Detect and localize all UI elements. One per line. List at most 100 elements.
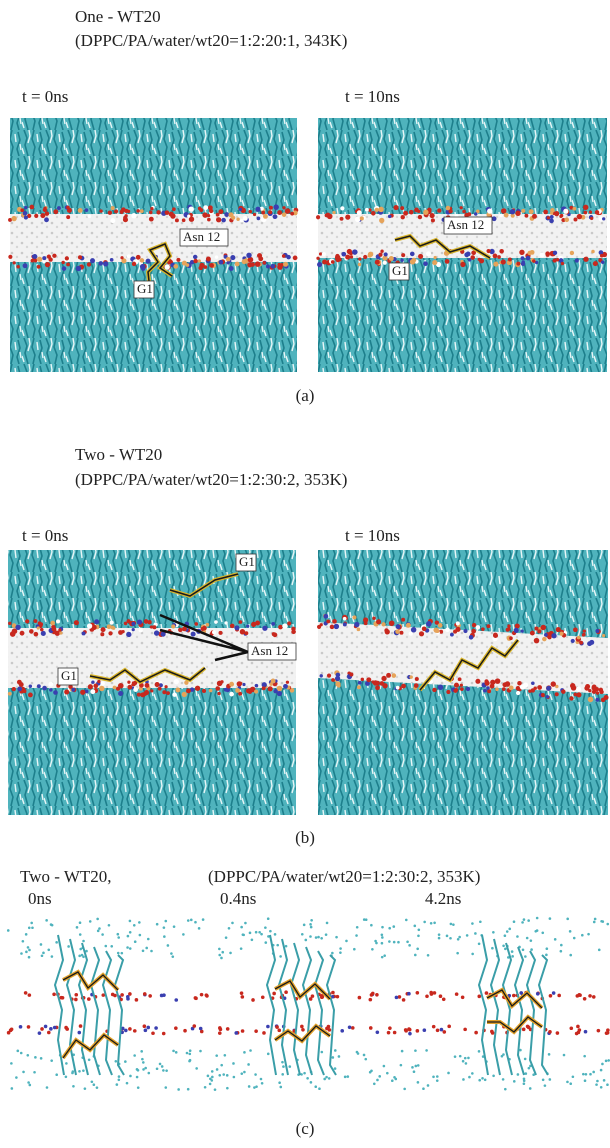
water	[78, 1069, 81, 1073]
water	[462, 1078, 465, 1081]
head-group	[84, 689, 89, 694]
frame-time: t = 0ns	[22, 87, 68, 106]
water	[75, 926, 79, 929]
head-group	[87, 997, 91, 1001]
water	[260, 932, 263, 936]
head-group	[119, 209, 124, 214]
water	[503, 934, 507, 938]
water	[266, 1052, 270, 1056]
head-group	[84, 208, 89, 212]
water	[138, 921, 141, 924]
water	[162, 926, 166, 929]
water	[331, 1056, 335, 1059]
head-group	[494, 678, 501, 684]
head-group	[570, 638, 575, 644]
water	[269, 929, 272, 933]
water	[45, 919, 48, 922]
head-group	[12, 261, 16, 265]
water	[467, 1056, 470, 1060]
water	[78, 933, 82, 936]
head-group	[240, 995, 245, 999]
head-group	[540, 624, 547, 631]
water	[317, 935, 320, 939]
head-group	[439, 629, 444, 634]
head-group	[81, 631, 86, 636]
water	[364, 918, 368, 922]
head-group	[78, 1024, 83, 1028]
head-group	[89, 258, 96, 264]
head-group	[138, 628, 143, 633]
head-group	[225, 256, 231, 262]
water	[593, 917, 597, 921]
head-group	[188, 216, 195, 222]
water	[71, 1070, 75, 1073]
head-group	[549, 215, 554, 219]
water	[266, 917, 270, 921]
water	[362, 918, 366, 921]
water	[172, 1049, 175, 1053]
head-group	[438, 994, 443, 998]
head-group	[487, 689, 492, 694]
water	[300, 932, 304, 936]
water	[339, 947, 342, 950]
head-group	[112, 685, 117, 690]
water	[146, 937, 150, 941]
head-group	[541, 694, 545, 698]
head-group	[573, 692, 577, 696]
head-group	[44, 261, 51, 268]
head-group	[192, 1024, 197, 1028]
water	[174, 1051, 178, 1054]
panel-title: Two - WT20,	[20, 867, 112, 886]
head-group	[276, 690, 283, 697]
head-group	[55, 619, 61, 624]
water	[388, 940, 391, 943]
head-group	[356, 627, 361, 632]
head-group	[357, 995, 362, 1000]
head-group	[6, 1030, 11, 1035]
water	[309, 923, 312, 926]
head-group	[57, 206, 61, 211]
head-group	[528, 209, 534, 215]
water	[158, 1062, 162, 1066]
water	[138, 933, 142, 937]
water	[535, 916, 539, 920]
head-group	[242, 215, 248, 221]
water	[406, 940, 409, 944]
head-group	[366, 677, 372, 683]
head-group	[66, 262, 70, 267]
head-group	[8, 1028, 13, 1033]
head-group	[238, 681, 243, 686]
head-group	[239, 629, 246, 635]
head-group	[576, 635, 581, 640]
head-group	[395, 624, 401, 630]
head-group	[272, 214, 278, 220]
head-group	[459, 206, 463, 210]
water	[464, 1062, 468, 1065]
head-group	[202, 212, 208, 218]
head-group	[490, 1031, 495, 1035]
head-group	[515, 690, 521, 696]
water	[380, 941, 384, 945]
head-group	[215, 212, 220, 217]
head-group	[555, 684, 559, 689]
head-group	[549, 218, 554, 224]
head-group	[254, 683, 259, 688]
head-group	[605, 1030, 610, 1035]
water	[504, 1087, 507, 1091]
head-group	[484, 991, 489, 995]
head-group	[579, 640, 584, 645]
water	[374, 939, 377, 943]
water	[569, 953, 573, 957]
head-group	[218, 209, 224, 215]
head-group	[572, 206, 577, 211]
head-group	[573, 217, 578, 222]
water	[600, 919, 603, 923]
head-group	[134, 998, 139, 1002]
water	[27, 926, 31, 930]
head-group	[42, 685, 47, 691]
head-group	[300, 1024, 304, 1029]
water	[394, 1077, 398, 1081]
head-group	[290, 211, 295, 216]
water	[511, 955, 514, 958]
head-group	[537, 685, 543, 690]
